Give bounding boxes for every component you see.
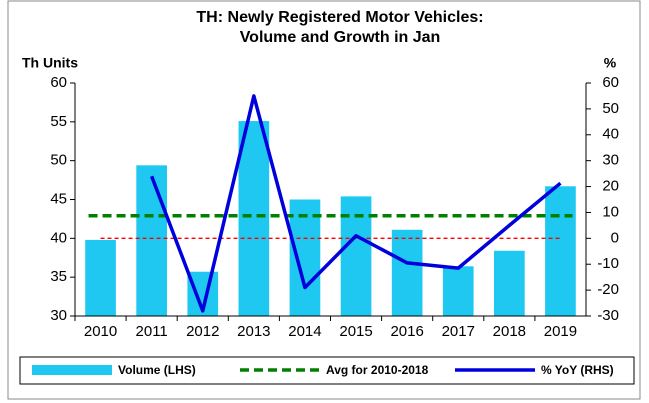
legend-swatch — [32, 365, 112, 375]
bar — [545, 186, 576, 316]
y-axis-label: Th Units — [22, 55, 78, 71]
y-tick-label: 40 — [50, 229, 67, 246]
x-tick-label: 2019 — [544, 323, 577, 340]
y2-tick-label: 30 — [602, 152, 619, 169]
x-tick-label: 2011 — [136, 323, 168, 340]
bar — [238, 121, 270, 316]
legend-label: % YoY (RHS) — [541, 363, 614, 377]
y2-tick-label: 20 — [602, 178, 619, 195]
y2-axis-label: % — [604, 55, 617, 71]
x-tick-label: 2017 — [442, 323, 475, 340]
bar — [289, 199, 321, 316]
y-tick-label: 60 — [50, 74, 67, 91]
chart-title: TH: Newly Registered Motor Vehicles: — [196, 9, 483, 26]
y2-tick-label: 60 — [602, 74, 619, 91]
y2-tick-label: 50 — [602, 100, 619, 117]
chart-title: Volume and Growth in Jan — [240, 29, 441, 46]
x-tick-label: 2010 — [84, 323, 117, 340]
bar — [494, 250, 525, 316]
y2-tick-label: 10 — [602, 203, 619, 220]
y-tick-label: 35 — [50, 268, 67, 285]
x-tick-label: 2015 — [339, 323, 372, 340]
y-tick-label: 55 — [50, 113, 67, 130]
y2-tick-label: 0 — [611, 229, 619, 246]
x-tick-label: 2012 — [186, 323, 219, 340]
y-tick-label: 45 — [50, 190, 67, 207]
bar — [442, 266, 474, 316]
x-tick-label: 2014 — [288, 323, 321, 340]
line-series — [150, 94, 562, 313]
y-tick-label: 50 — [50, 152, 67, 169]
legend-label: Volume (LHS) — [118, 363, 196, 377]
y2-tick-label: -10 — [597, 255, 619, 272]
x-tick-label: 2013 — [237, 323, 270, 340]
y2-tick-label: 40 — [602, 126, 619, 143]
y-tick-label: 30 — [50, 307, 67, 324]
chart-border — [7, 0, 641, 400]
legend-box — [19, 356, 635, 385]
y2-tick-label: -30 — [597, 307, 619, 324]
bar — [85, 239, 116, 316]
x-tick-label: 2016 — [390, 323, 423, 340]
y2-tick-label: -20 — [597, 281, 619, 298]
bar — [391, 229, 423, 316]
bar — [136, 165, 167, 316]
x-tick-label: 2018 — [493, 323, 526, 340]
legend-label: Avg for 2010-2018 — [326, 363, 429, 377]
